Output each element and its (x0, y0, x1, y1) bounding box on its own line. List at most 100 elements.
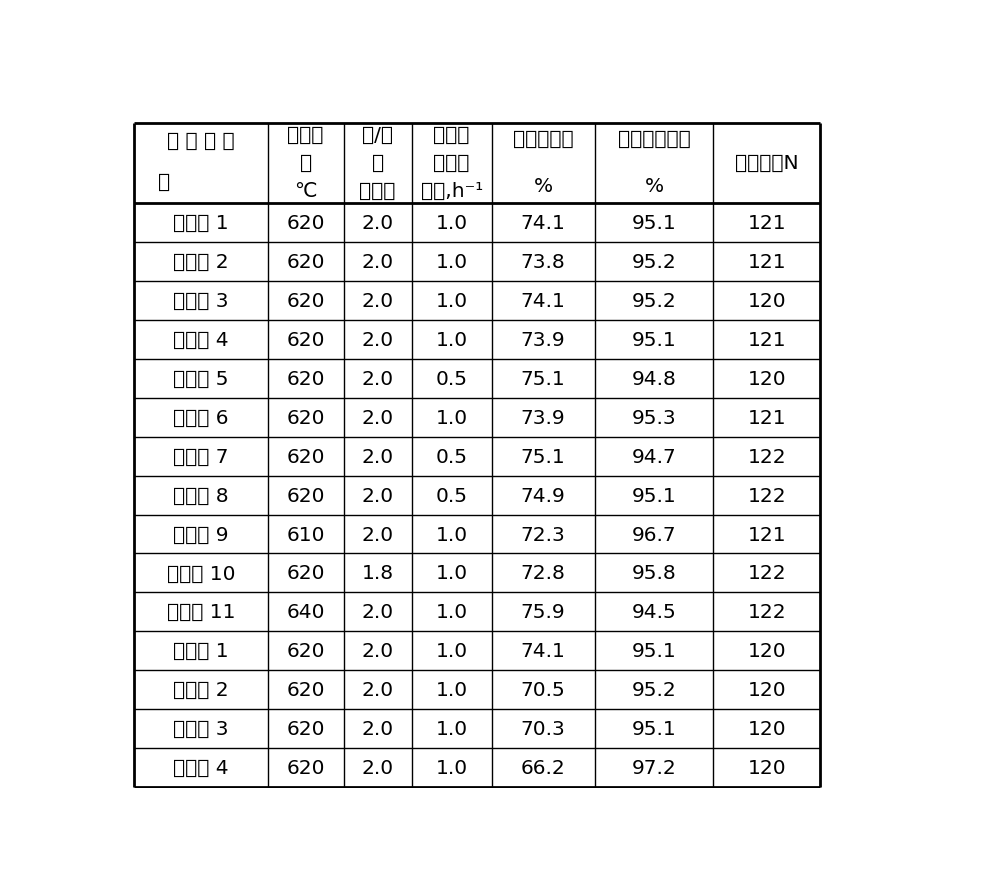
Text: 620: 620 (286, 408, 325, 427)
Text: 比较例 1: 比较例 1 (173, 641, 229, 661)
Text: 实施例 6: 实施例 6 (173, 408, 229, 427)
Text: 121: 121 (747, 525, 786, 544)
Text: 2.0: 2.0 (362, 486, 394, 505)
Text: 2.0: 2.0 (362, 680, 394, 699)
Text: 95.2: 95.2 (632, 291, 676, 311)
Text: 95.8: 95.8 (632, 563, 676, 583)
Text: 2.0: 2.0 (362, 408, 394, 427)
Text: 1.8: 1.8 (362, 563, 394, 583)
Text: 122: 122 (747, 563, 786, 583)
Text: 120: 120 (747, 291, 786, 311)
Text: 比较例 4: 比较例 4 (173, 758, 229, 777)
Text: 水/乙
苯
质量比: 水/乙 苯 质量比 (359, 126, 396, 201)
Text: 120: 120 (747, 719, 786, 738)
Text: 620: 620 (286, 680, 325, 699)
Text: 122: 122 (747, 447, 786, 466)
Text: 620: 620 (286, 291, 325, 311)
Text: 121: 121 (747, 253, 786, 272)
Text: 1.0: 1.0 (436, 563, 468, 583)
Text: 640: 640 (286, 602, 325, 622)
Text: 实施例 10: 实施例 10 (167, 563, 235, 583)
Text: 120: 120 (747, 369, 786, 388)
Text: 2.0: 2.0 (362, 602, 394, 622)
Text: 95.1: 95.1 (632, 330, 676, 349)
Text: 122: 122 (747, 486, 786, 505)
Text: 苯乙烯选择性: 苯乙烯选择性 (618, 130, 690, 149)
Text: 74.1: 74.1 (521, 214, 566, 233)
Text: 实施例 1: 实施例 1 (173, 214, 229, 233)
Text: 实施例 8: 实施例 8 (173, 486, 229, 505)
Text: 620: 620 (286, 641, 325, 661)
Text: 620: 620 (286, 214, 325, 233)
Text: %: % (644, 176, 664, 196)
Text: 实施例 3: 实施例 3 (173, 291, 229, 311)
Text: 620: 620 (286, 447, 325, 466)
Text: 2.0: 2.0 (362, 719, 394, 738)
Text: 实施例 4: 实施例 4 (173, 330, 229, 349)
Text: 2.0: 2.0 (362, 525, 394, 544)
Text: 121: 121 (747, 408, 786, 427)
Text: 94.5: 94.5 (632, 602, 676, 622)
Text: 乙苯液
体体积
空速,h⁻¹: 乙苯液 体体积 空速,h⁻¹ (421, 126, 483, 201)
Text: 73.9: 73.9 (521, 330, 565, 349)
Text: 抗压碎力N: 抗压碎力N (735, 154, 799, 173)
Text: 66.2: 66.2 (521, 758, 565, 777)
Text: 2.0: 2.0 (362, 253, 394, 272)
Text: 1.0: 1.0 (436, 253, 468, 272)
Text: 72.3: 72.3 (521, 525, 565, 544)
Text: 94.8: 94.8 (632, 369, 676, 388)
Text: 95.3: 95.3 (632, 408, 676, 427)
Text: 0.5: 0.5 (436, 369, 468, 388)
Text: 620: 620 (286, 758, 325, 777)
Text: 95.1: 95.1 (632, 641, 676, 661)
Text: 122: 122 (747, 602, 786, 622)
Text: 95.1: 95.1 (632, 214, 676, 233)
Text: 74.1: 74.1 (521, 291, 566, 311)
Text: 1.0: 1.0 (436, 525, 468, 544)
Text: 0.5: 0.5 (436, 447, 468, 466)
Text: 95.2: 95.2 (632, 253, 676, 272)
Text: 2.0: 2.0 (362, 330, 394, 349)
Text: 1.0: 1.0 (436, 680, 468, 699)
Text: %: % (534, 176, 553, 196)
Text: 实施例 7: 实施例 7 (173, 447, 229, 466)
Text: 620: 620 (286, 563, 325, 583)
Text: 2.0: 2.0 (362, 641, 394, 661)
Text: 2.0: 2.0 (362, 758, 394, 777)
Text: 催 化 剂 性: 催 化 剂 性 (167, 131, 235, 151)
Text: 73.8: 73.8 (521, 253, 565, 272)
Text: 1.0: 1.0 (436, 330, 468, 349)
Text: 72.8: 72.8 (521, 563, 566, 583)
Text: 75.9: 75.9 (521, 602, 565, 622)
Text: 75.1: 75.1 (521, 447, 565, 466)
Text: 70.5: 70.5 (521, 680, 565, 699)
Text: 620: 620 (286, 330, 325, 349)
Text: 620: 620 (286, 719, 325, 738)
Text: 实施例 5: 实施例 5 (173, 369, 229, 388)
Text: 2.0: 2.0 (362, 369, 394, 388)
Text: 73.9: 73.9 (521, 408, 565, 427)
Text: 比较例 3: 比较例 3 (173, 719, 229, 738)
Text: 1.0: 1.0 (436, 719, 468, 738)
Text: 70.3: 70.3 (521, 719, 565, 738)
Text: 74.1: 74.1 (521, 641, 566, 661)
Text: 95.2: 95.2 (632, 680, 676, 699)
Text: 实施例 11: 实施例 11 (167, 602, 235, 622)
Text: 2.0: 2.0 (362, 291, 394, 311)
Text: 1.0: 1.0 (436, 602, 468, 622)
Text: 2.0: 2.0 (362, 214, 394, 233)
Text: 97.2: 97.2 (632, 758, 676, 777)
Text: 实施例 2: 实施例 2 (173, 253, 229, 272)
Text: 74.9: 74.9 (521, 486, 565, 505)
Text: 0.5: 0.5 (436, 486, 468, 505)
Text: 实施例 9: 实施例 9 (173, 525, 229, 544)
Text: 620: 620 (286, 369, 325, 388)
Text: 1.0: 1.0 (436, 291, 468, 311)
Text: 121: 121 (747, 214, 786, 233)
Text: 1.0: 1.0 (436, 214, 468, 233)
Text: 620: 620 (286, 486, 325, 505)
Text: 120: 120 (747, 758, 786, 777)
Text: 75.1: 75.1 (521, 369, 565, 388)
Text: 120: 120 (747, 680, 786, 699)
Text: 620: 620 (286, 253, 325, 272)
